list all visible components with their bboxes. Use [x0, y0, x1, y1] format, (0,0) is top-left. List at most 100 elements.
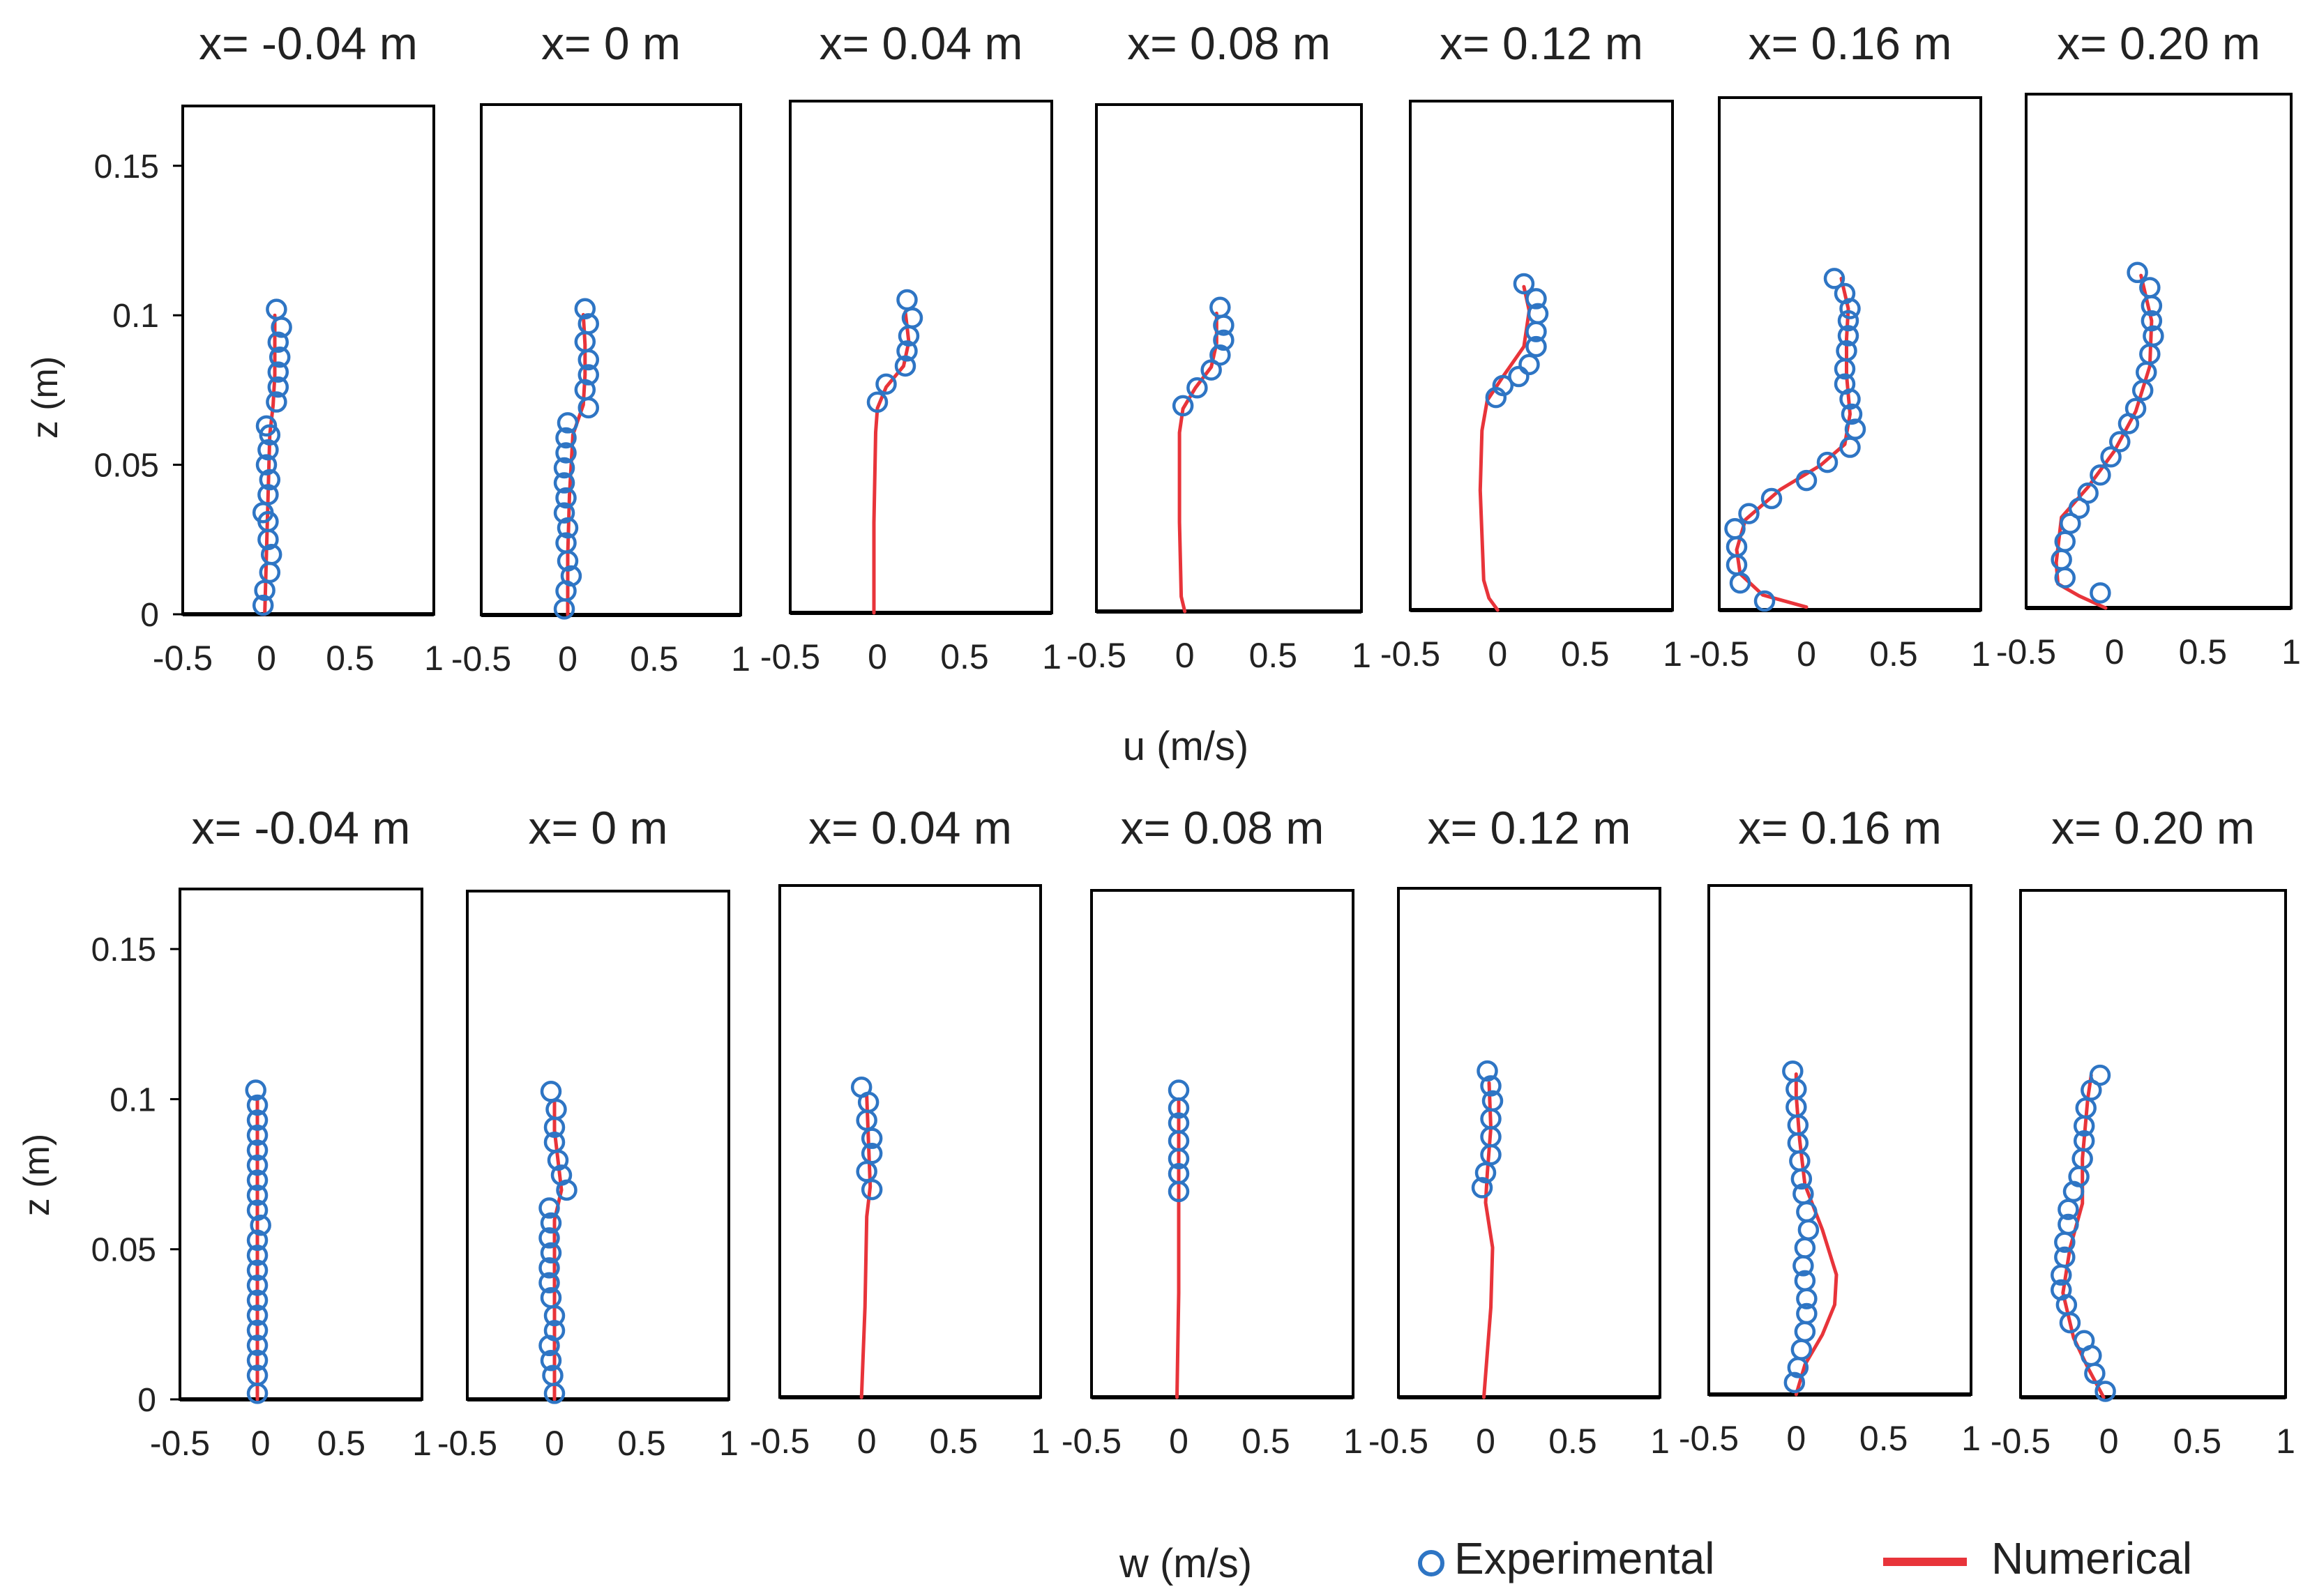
panel-frame: [778, 884, 1042, 1399]
experimental-point: [246, 1319, 269, 1342]
experimental-point: [2077, 482, 2099, 504]
panel-title: x= 0.16 m: [1738, 802, 1942, 853]
x-tick-label: 0: [1786, 1419, 1806, 1458]
x-tick-label: 0: [1797, 634, 1816, 674]
x-tick-label: -0.5: [1679, 1419, 1739, 1458]
x-tick-label: 0: [2105, 632, 2124, 671]
experimental-point: [259, 469, 281, 491]
panel: x= 0.08 m -0.5 0 0.5 1: [1066, 17, 1371, 675]
experimental-point: [553, 472, 575, 494]
experimental-point: [2060, 512, 2081, 534]
experimental-point: [574, 298, 596, 320]
panel: x= 0 m -0.5 0 0.5 1: [451, 17, 750, 678]
experimental-point: [578, 364, 600, 386]
experimental-point: [1792, 1183, 1814, 1205]
panel-title: x= 0.16 m: [1749, 17, 1952, 69]
legend-numerical-label: Numerical: [1991, 1533, 2192, 1583]
experimental-point: [2139, 277, 2161, 298]
x-tick-label: 0: [1175, 636, 1195, 675]
experimental-point: [1783, 1371, 1806, 1394]
experimental-point: [540, 1242, 562, 1264]
x-tick-label: 1: [2276, 1422, 2295, 1461]
experimental-point: [1518, 354, 1540, 376]
experimental-point: [1729, 572, 1751, 594]
u-axis-label: u (m/s): [1123, 724, 1248, 769]
experimental-point: [2141, 310, 2163, 332]
panel: x= -0.04 m -0.5 0 0.5 1 0 0.05 0.1 0.15: [94, 17, 444, 678]
experimental-point: [898, 325, 920, 347]
experimental-point: [246, 1289, 269, 1312]
experimental-point: [1837, 325, 1859, 347]
panel: x= 0.16 m -0.5 0 0.5 1: [1689, 17, 1991, 674]
x-tick-label: 1: [1352, 636, 1371, 675]
experimental-point: [538, 1227, 560, 1249]
experimental-point: [246, 1184, 269, 1206]
experimental-point: [538, 1257, 560, 1279]
z-axis-label-top: z (m): [25, 356, 66, 439]
panel: x= 0.08 m -0.5 0 0.5 1: [1062, 802, 1363, 1461]
y-tick-label: 0.05: [94, 448, 159, 485]
panel-frame: [466, 890, 730, 1401]
experimental-point: [538, 1272, 560, 1294]
experimental-point: [574, 379, 596, 401]
panel-title: x= -0.04 m: [192, 802, 411, 853]
panel-frame: [1090, 889, 1354, 1399]
panel: x= 0.20 m -0.5 0 0.5 1: [1996, 17, 2301, 671]
experimental-point: [538, 1197, 560, 1219]
experimental-point: [1841, 403, 1863, 425]
x-tick-label: -0.5: [451, 639, 511, 678]
experimental-point: [2073, 1330, 2095, 1351]
experimental-point: [861, 1143, 883, 1164]
experimental-point: [1172, 395, 1194, 417]
x-tick-label: 1: [1343, 1422, 1363, 1461]
experimental-point: [1794, 1321, 1816, 1343]
experimental-point: [246, 1109, 269, 1131]
experimental-point: [555, 442, 577, 464]
x-tick-label: -0.5: [1380, 634, 1440, 674]
experimental-point: [896, 340, 918, 362]
experimental-point: [1508, 365, 1530, 388]
experimental-point: [2073, 1130, 2095, 1152]
experimental-point: [540, 1212, 562, 1234]
x-tick-label: -0.5: [1996, 632, 2056, 671]
experimental-point: [856, 1160, 877, 1183]
numerical-line: [859, 1094, 873, 1399]
experimental-point: [246, 1199, 269, 1221]
numerical-line: [1177, 311, 1218, 614]
x-tick-label: 0: [558, 639, 578, 678]
experimental-point: [543, 1131, 566, 1153]
experimental-point: [2094, 1381, 2116, 1402]
panel-title: x= 0.12 m: [1428, 802, 1631, 853]
experimental-point: [1738, 503, 1760, 524]
experimental-point: [246, 1124, 269, 1146]
panel-frame: [480, 103, 742, 616]
panel-title: x= 0.20 m: [2057, 17, 2260, 69]
experimental-point: [1525, 288, 1547, 310]
panel-frame: [789, 100, 1053, 614]
panel-frame: [1397, 887, 1661, 1399]
experimental-point: [543, 1320, 566, 1342]
x-tick-label: 0.5: [630, 639, 679, 678]
z-axis-label-bottom: z (m): [17, 1134, 57, 1216]
y-tick-label: 0.15: [94, 149, 159, 185]
panel: x= 0.04 m -0.5 0 0.5 1: [760, 17, 1062, 676]
x-tick-label: 0.5: [2173, 1422, 2222, 1461]
experimental-point: [246, 1275, 269, 1296]
numerical-line: [1735, 276, 1852, 609]
experimental-point: [850, 1077, 873, 1098]
experimental-point: [555, 427, 577, 449]
x-tick-label: -0.5: [437, 1424, 497, 1463]
panel-frame: [179, 888, 423, 1401]
experimental-point: [266, 391, 287, 413]
y-tick-label: 0.1: [112, 298, 159, 335]
experimental-point: [1525, 335, 1547, 358]
experimental-point: [555, 532, 577, 554]
experimental-point: [245, 1079, 266, 1101]
experimental-point: [2090, 582, 2111, 604]
experimental-point: [1186, 377, 1208, 399]
experimental-point: [252, 594, 274, 616]
x-tick-label: 1: [412, 1424, 432, 1463]
x-tick-label: 0: [1476, 1422, 1495, 1461]
panel-title: x= 0.12 m: [1440, 17, 1643, 69]
y-tick-label: 0.05: [91, 1232, 156, 1269]
